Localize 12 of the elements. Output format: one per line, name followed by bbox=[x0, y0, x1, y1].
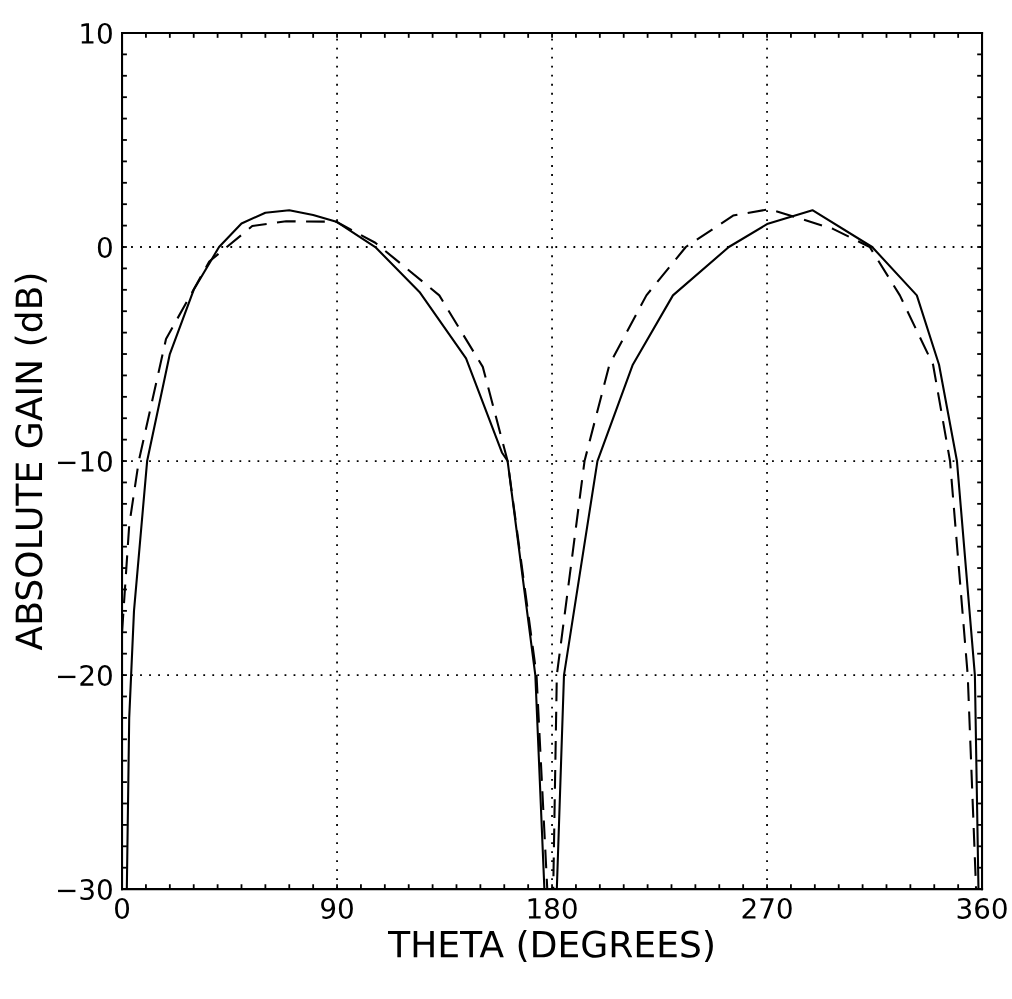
x-tick-label: 90 bbox=[321, 897, 353, 919]
y-tick-label: 10 bbox=[81, 22, 112, 44]
x-axis-title: THETA (DEGREES) bbox=[387, 929, 713, 963]
x-tick-label: 270 bbox=[742, 897, 792, 919]
x-tick-label: 180 bbox=[528, 897, 577, 919]
x-tick-label: 360 bbox=[957, 897, 1007, 919]
y-tick-label: −20 bbox=[58, 665, 112, 687]
y-axis-title: ABSOLUTE GAIN (dB) bbox=[14, 274, 47, 651]
x-tick-label: 0 bbox=[115, 897, 130, 919]
y-tick-label: 0 bbox=[97, 236, 112, 258]
y-tick-label: −10 bbox=[58, 450, 112, 472]
y-tick-label: −30 bbox=[58, 879, 112, 901]
